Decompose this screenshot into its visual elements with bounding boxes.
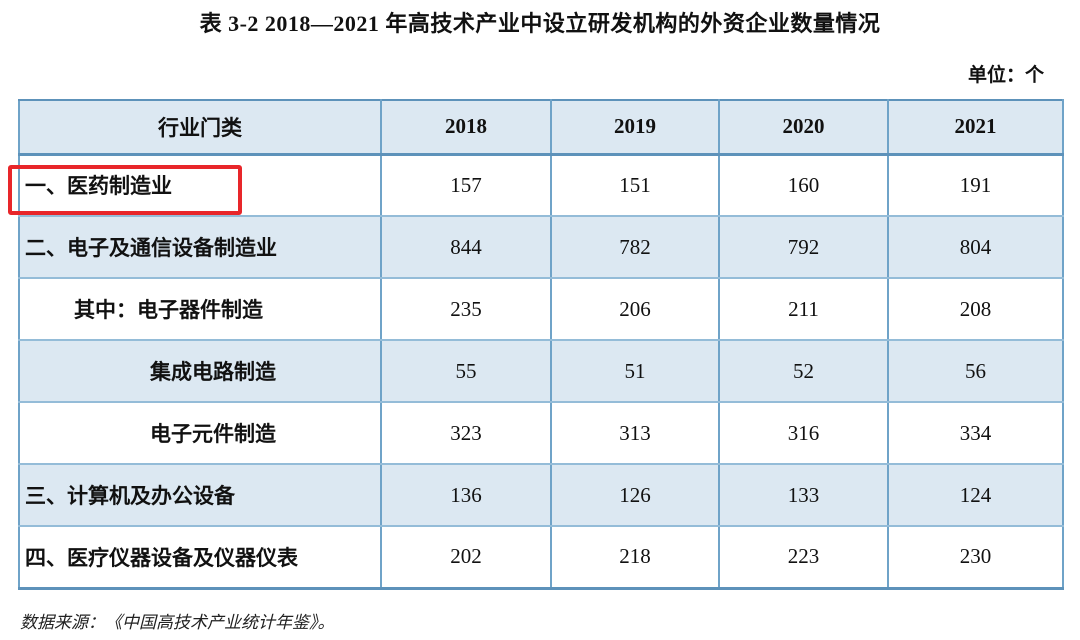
row-label-electronics-comm: 二、电子及通信设备制造业 xyxy=(18,215,382,279)
cell-value: 202 xyxy=(380,525,552,590)
row-label-medical-instruments: 四、医疗仪器设备及仪器仪表 xyxy=(18,525,382,590)
cell-value: 126 xyxy=(550,463,720,527)
row-label-electronic-devices: 其中：电子器件制造 xyxy=(18,277,382,341)
table-row: 电子元件制造 323 313 316 334 xyxy=(18,401,1064,465)
table-row: 四、医疗仪器设备及仪器仪表 202 218 223 230 xyxy=(18,525,1064,590)
cell-value: 782 xyxy=(550,215,720,279)
cell-value: 133 xyxy=(718,463,889,527)
cell-value: 52 xyxy=(718,339,889,403)
cell-value: 334 xyxy=(887,401,1064,465)
source-note: 数据来源：《中国高技术产业统计年鉴》。 xyxy=(20,612,335,632)
cell-value: 313 xyxy=(550,401,720,465)
cell-value: 206 xyxy=(550,277,720,341)
column-header-industry: 行业门类 xyxy=(18,99,382,156)
table-header-row: 行业门类 2018 2019 2020 2021 xyxy=(18,99,1064,156)
data-table: 行业门类 2018 2019 2020 2021 一、医药制造业 157 151… xyxy=(8,99,1064,590)
table-row: 集成电路制造 55 51 52 56 xyxy=(18,339,1064,403)
cell-value: 136 xyxy=(380,463,552,527)
cell-value: 151 xyxy=(550,153,720,217)
cell-value: 323 xyxy=(380,401,552,465)
cell-value: 191 xyxy=(887,153,1064,217)
cell-value: 230 xyxy=(887,525,1064,590)
table-row: 一、医药制造业 157 151 160 191 xyxy=(8,153,1064,217)
cell-value: 792 xyxy=(718,215,889,279)
cell-value: 211 xyxy=(718,277,889,341)
cell-value: 55 xyxy=(380,339,552,403)
row-label-computers-office: 三、计算机及办公设备 xyxy=(18,463,382,527)
row-label-text: 一、医药制造业 xyxy=(25,175,172,199)
cell-value: 804 xyxy=(887,215,1064,279)
cell-value: 51 xyxy=(550,339,720,403)
cell-value: 218 xyxy=(550,525,720,590)
cell-value: 160 xyxy=(718,153,889,217)
cell-value: 844 xyxy=(380,215,552,279)
column-header-2020: 2020 xyxy=(718,99,889,156)
row-label-integrated-circuits: 集成电路制造 xyxy=(18,339,382,403)
column-header-2018: 2018 xyxy=(380,99,552,156)
table-row: 三、计算机及办公设备 136 126 133 124 xyxy=(18,463,1064,527)
cell-value: 56 xyxy=(887,339,1064,403)
cell-value: 316 xyxy=(718,401,889,465)
cell-value: 223 xyxy=(718,525,889,590)
cell-value: 124 xyxy=(887,463,1064,527)
table-row: 其中：电子器件制造 235 206 211 208 xyxy=(18,277,1064,341)
row-label-electronic-components: 电子元件制造 xyxy=(18,401,382,465)
row-label-pharma: 一、医药制造业 xyxy=(8,153,382,217)
cell-value: 208 xyxy=(887,277,1064,341)
table-row: 二、电子及通信设备制造业 844 782 792 804 xyxy=(18,215,1064,279)
page-title: 表 3-2 2018—2021 年高技术产业中设立研发机构的外资企业数量情况 xyxy=(199,11,881,36)
cell-value: 235 xyxy=(380,277,552,341)
unit-label: 单位：个 xyxy=(967,65,1044,86)
column-header-2021: 2021 xyxy=(887,99,1064,156)
column-header-2019: 2019 xyxy=(550,99,720,156)
cell-value: 157 xyxy=(380,153,552,217)
